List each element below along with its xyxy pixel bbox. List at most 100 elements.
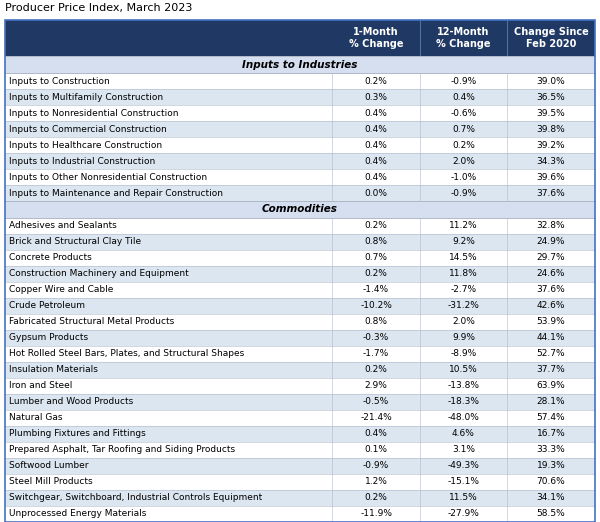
- Text: 0.1%: 0.1%: [365, 445, 388, 455]
- Text: Change Since
Feb 2020: Change Since Feb 2020: [514, 27, 589, 49]
- Text: -1.4%: -1.4%: [363, 286, 389, 294]
- Text: -18.3%: -18.3%: [448, 397, 479, 407]
- Text: 1.2%: 1.2%: [365, 478, 388, 487]
- Text: Inputs to Construction: Inputs to Construction: [9, 77, 110, 86]
- Text: 29.7%: 29.7%: [537, 254, 565, 263]
- Bar: [5, 282, 595, 298]
- Bar: [5, 298, 595, 314]
- Text: 39.0%: 39.0%: [536, 77, 565, 86]
- Text: 24.6%: 24.6%: [537, 269, 565, 279]
- Bar: [5, 474, 595, 490]
- Text: -31.2%: -31.2%: [448, 302, 479, 311]
- Bar: [5, 410, 595, 426]
- Text: 0.4%: 0.4%: [365, 125, 388, 134]
- Bar: [5, 234, 595, 250]
- Text: 1-Month
% Change: 1-Month % Change: [349, 27, 403, 49]
- Bar: [5, 458, 595, 474]
- Text: Prepared Asphalt, Tar Roofing and Siding Products: Prepared Asphalt, Tar Roofing and Siding…: [9, 445, 235, 455]
- Text: -49.3%: -49.3%: [448, 461, 479, 470]
- Text: 11.2%: 11.2%: [449, 221, 478, 231]
- Text: 34.1%: 34.1%: [537, 493, 565, 503]
- Text: Natural Gas: Natural Gas: [9, 413, 62, 422]
- Bar: [5, 330, 595, 346]
- Text: Inputs to Multifamily Construction: Inputs to Multifamily Construction: [9, 92, 163, 101]
- Text: Gypsum Products: Gypsum Products: [9, 334, 88, 342]
- Text: 0.4%: 0.4%: [365, 140, 388, 149]
- Text: 52.7%: 52.7%: [537, 350, 565, 359]
- Bar: [5, 185, 595, 201]
- Text: 28.1%: 28.1%: [537, 397, 565, 407]
- Text: 3.1%: 3.1%: [452, 445, 475, 455]
- Bar: [5, 56, 595, 73]
- Text: -0.5%: -0.5%: [363, 397, 389, 407]
- Text: 33.3%: 33.3%: [536, 445, 565, 455]
- Text: 70.6%: 70.6%: [536, 478, 565, 487]
- Text: 4.6%: 4.6%: [452, 430, 475, 438]
- Text: 53.9%: 53.9%: [536, 317, 565, 326]
- Text: Insulation Materials: Insulation Materials: [9, 365, 98, 374]
- Text: 0.2%: 0.2%: [365, 221, 388, 231]
- Bar: [5, 201, 595, 218]
- Text: 57.4%: 57.4%: [537, 413, 565, 422]
- Text: 0.7%: 0.7%: [365, 254, 388, 263]
- Bar: [5, 105, 595, 121]
- Bar: [5, 218, 595, 234]
- Bar: [5, 169, 595, 185]
- Text: 11.5%: 11.5%: [449, 493, 478, 503]
- Text: 0.4%: 0.4%: [365, 109, 388, 117]
- Bar: [5, 250, 595, 266]
- Text: 0.2%: 0.2%: [452, 140, 475, 149]
- Text: Adhesives and Sealants: Adhesives and Sealants: [9, 221, 117, 231]
- Text: 39.2%: 39.2%: [537, 140, 565, 149]
- Text: Crude Petroleum: Crude Petroleum: [9, 302, 85, 311]
- Text: 0.4%: 0.4%: [365, 430, 388, 438]
- Text: 0.8%: 0.8%: [365, 238, 388, 246]
- Text: -1.7%: -1.7%: [363, 350, 389, 359]
- Text: 0.4%: 0.4%: [365, 157, 388, 165]
- Text: 39.5%: 39.5%: [536, 109, 565, 117]
- Text: Unprocessed Energy Materials: Unprocessed Energy Materials: [9, 509, 146, 518]
- Text: 39.6%: 39.6%: [536, 172, 565, 182]
- Text: 34.3%: 34.3%: [537, 157, 565, 165]
- Text: Inputs to Other Nonresidential Construction: Inputs to Other Nonresidential Construct…: [9, 172, 207, 182]
- Text: Construction Machinery and Equipment: Construction Machinery and Equipment: [9, 269, 189, 279]
- Bar: [5, 73, 595, 89]
- Text: Producer Price Index, March 2023: Producer Price Index, March 2023: [5, 3, 193, 13]
- Text: 9.2%: 9.2%: [452, 238, 475, 246]
- Bar: [5, 362, 595, 378]
- Text: Inputs to Industrial Construction: Inputs to Industrial Construction: [9, 157, 155, 165]
- Text: Plumbing Fixtures and Fittings: Plumbing Fixtures and Fittings: [9, 430, 146, 438]
- Text: 0.3%: 0.3%: [365, 92, 388, 101]
- Bar: [5, 426, 595, 442]
- Bar: [5, 137, 595, 153]
- Text: Inputs to Maintenance and Repair Construction: Inputs to Maintenance and Repair Constru…: [9, 188, 223, 197]
- Bar: [5, 490, 595, 506]
- Text: -13.8%: -13.8%: [448, 382, 479, 390]
- Text: 32.8%: 32.8%: [537, 221, 565, 231]
- Text: 19.3%: 19.3%: [536, 461, 565, 470]
- Text: Lumber and Wood Products: Lumber and Wood Products: [9, 397, 133, 407]
- Text: -8.9%: -8.9%: [451, 350, 476, 359]
- Bar: [5, 346, 595, 362]
- Text: Concrete Products: Concrete Products: [9, 254, 92, 263]
- Text: -10.2%: -10.2%: [360, 302, 392, 311]
- Text: -0.6%: -0.6%: [451, 109, 476, 117]
- Text: 2.9%: 2.9%: [365, 382, 388, 390]
- Text: Switchgear, Switchboard, Industrial Controls Equipment: Switchgear, Switchboard, Industrial Cont…: [9, 493, 262, 503]
- Text: 0.2%: 0.2%: [365, 365, 388, 374]
- Text: 37.6%: 37.6%: [536, 286, 565, 294]
- Text: Steel Mill Products: Steel Mill Products: [9, 478, 92, 487]
- Bar: [5, 394, 595, 410]
- Text: 0.8%: 0.8%: [365, 317, 388, 326]
- Text: 0.4%: 0.4%: [365, 172, 388, 182]
- Text: 14.5%: 14.5%: [449, 254, 478, 263]
- Text: Commodities: Commodities: [262, 205, 338, 215]
- Text: 12-Month
% Change: 12-Month % Change: [436, 27, 491, 49]
- Text: Inputs to Industries: Inputs to Industries: [242, 60, 358, 69]
- Text: 9.9%: 9.9%: [452, 334, 475, 342]
- Text: 0.2%: 0.2%: [365, 269, 388, 279]
- Bar: [5, 378, 595, 394]
- Text: 37.6%: 37.6%: [536, 188, 565, 197]
- Text: 0.2%: 0.2%: [365, 493, 388, 503]
- Text: 2.0%: 2.0%: [452, 157, 475, 165]
